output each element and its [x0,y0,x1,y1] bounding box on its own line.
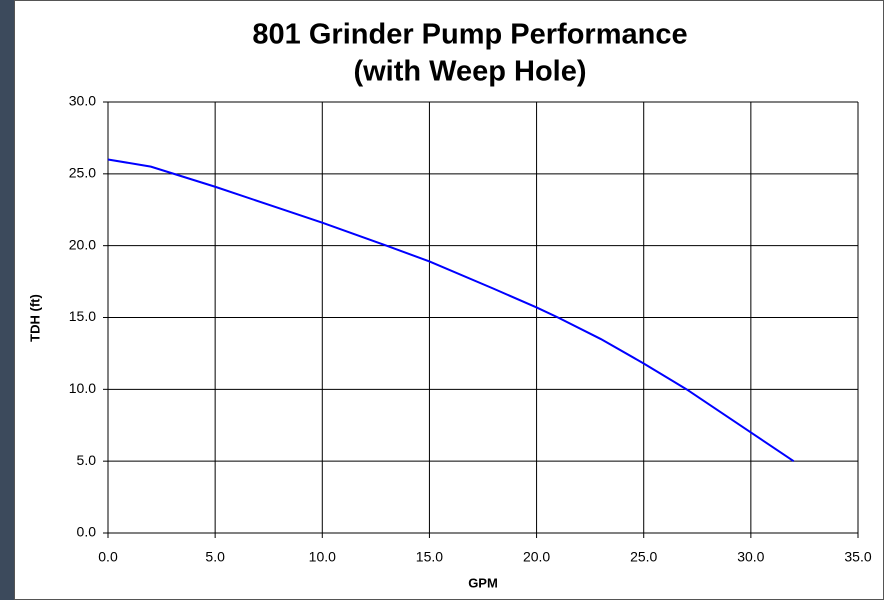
x-tick-label: 35.0 [844,549,871,565]
x-tick-label: 10.0 [309,549,336,565]
page: {"chart_data": {"type": "line", "title":… [0,0,885,600]
y-tick-label: 5.0 [77,452,97,468]
y-tick-label: 0.0 [77,524,97,540]
x-tick-label: 5.0 [205,549,225,565]
chart-title: 801 Grinder Pump Performance [252,19,687,51]
background-strip [0,0,14,600]
y-tick-label: 20.0 [69,236,96,252]
x-tick-label: 0.0 [98,549,118,565]
x-tick-label: 20.0 [523,549,550,565]
x-tick-label: 30.0 [737,549,764,565]
y-axis-label: TDH (ft) [27,294,42,342]
chart-frame [15,1,884,600]
y-tick-label: 10.0 [69,380,96,396]
x-axis-label: GPM [468,575,498,590]
x-tick-label: 15.0 [416,549,443,565]
chart-title: (with Weep Hole) [353,56,586,88]
x-tick-label: 25.0 [630,549,657,565]
y-tick-label: 25.0 [69,165,96,181]
chart: 801 Grinder Pump Performance (with Weep … [0,0,885,600]
y-tick-label: 15.0 [69,308,96,324]
y-tick-label: 30.0 [69,93,96,109]
